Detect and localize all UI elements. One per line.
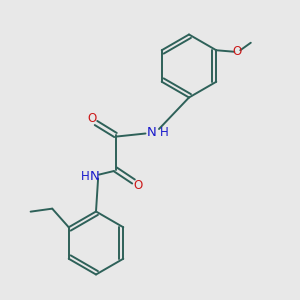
Text: N: N — [90, 170, 100, 184]
Text: H: H — [80, 170, 89, 184]
Text: H: H — [160, 125, 169, 139]
Text: O: O — [87, 112, 96, 125]
Text: O: O — [233, 45, 242, 58]
Text: O: O — [134, 179, 142, 192]
Text: N: N — [147, 125, 156, 139]
